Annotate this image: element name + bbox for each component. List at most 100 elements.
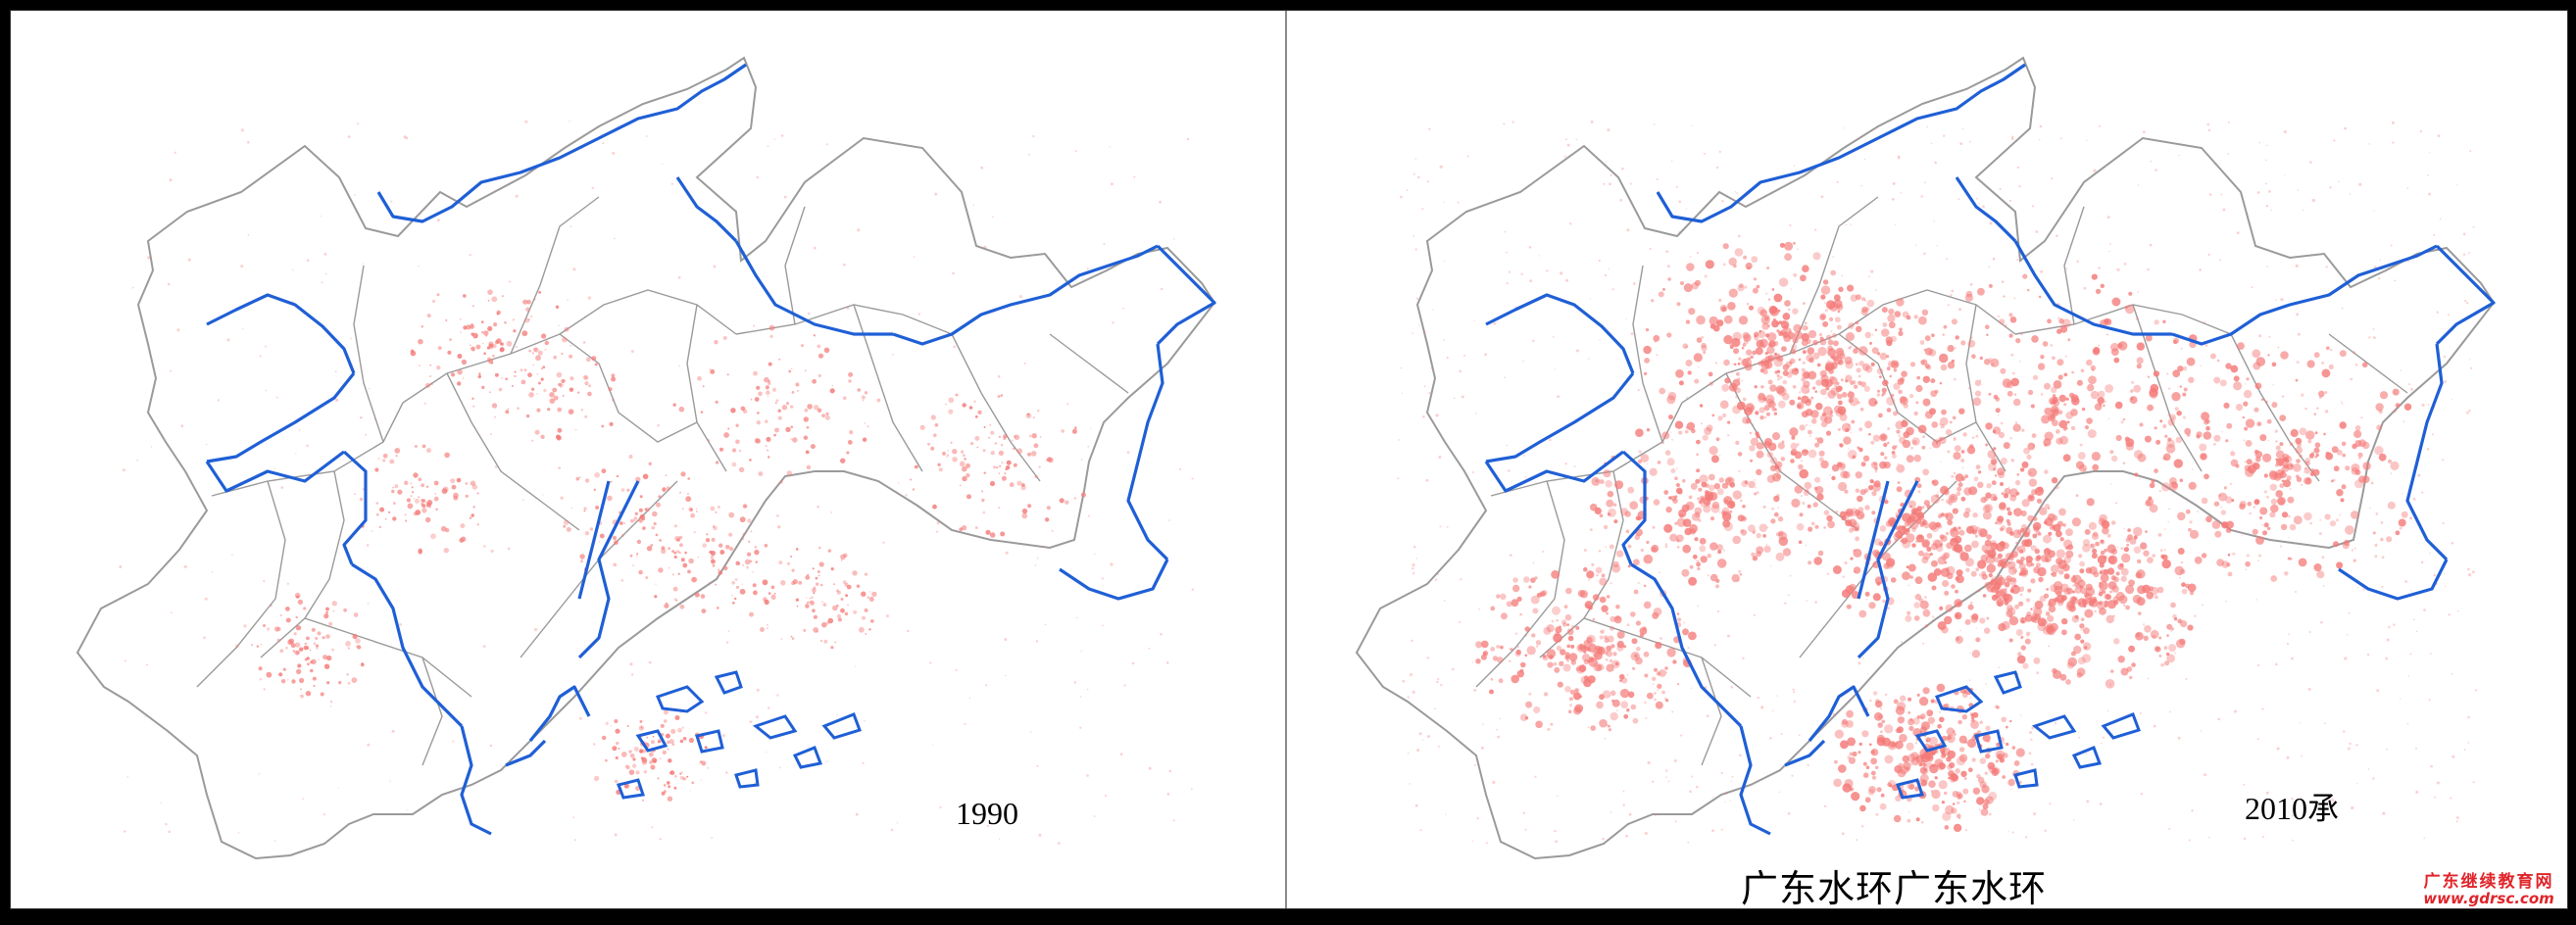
urban-patch — [1856, 325, 1862, 332]
urban-patch — [315, 644, 320, 648]
urban-patch — [1476, 817, 1479, 820]
urban-patch — [620, 534, 624, 537]
urban-patch — [1986, 616, 1990, 620]
urban-patch — [418, 338, 423, 345]
urban-patch — [2223, 486, 2227, 490]
urban-patch — [1723, 496, 1733, 506]
urban-patch — [2451, 672, 2453, 675]
urban-patch — [1524, 828, 1527, 831]
urban-patch — [1913, 602, 1920, 609]
urban-patch — [1902, 571, 1910, 580]
urban-patch — [1013, 434, 1017, 439]
urban-patch — [786, 402, 789, 405]
year-label-1990: 1990 — [956, 796, 1018, 831]
urban-patch — [2421, 491, 2424, 494]
urban-patch — [722, 336, 727, 340]
urban-patch — [579, 476, 581, 479]
urban-patch — [1802, 302, 1806, 305]
urban-patch — [687, 477, 690, 480]
urban-patch — [1492, 780, 1496, 785]
urban-patch — [2105, 333, 2109, 336]
urban-patch — [2175, 639, 2186, 649]
urban-patch — [394, 484, 399, 489]
urban-patch — [763, 597, 768, 602]
urban-patch — [2161, 482, 2171, 492]
urban-patch — [594, 775, 600, 782]
coastline — [1857, 480, 1890, 600]
panel-divider — [1285, 11, 1287, 908]
urban-patch — [390, 200, 393, 203]
urban-patch — [444, 452, 450, 459]
urban-patch — [1463, 354, 1465, 357]
urban-patch — [1970, 720, 1979, 729]
urban-patch — [1953, 436, 1957, 440]
urban-patch — [710, 555, 715, 560]
urban-patch — [1929, 447, 1931, 450]
urban-patch — [2455, 816, 2459, 819]
urban-patch — [2266, 144, 2268, 147]
urban-patch — [817, 570, 820, 573]
urban-patch — [1932, 479, 1939, 487]
urban-patch — [1088, 514, 1090, 517]
urban-patch — [2263, 473, 2268, 478]
urban-patch — [1655, 813, 1658, 816]
urban-patch — [663, 719, 668, 723]
urban-patch — [1953, 452, 1961, 461]
urban-patch — [2402, 493, 2403, 495]
urban-patch — [653, 521, 657, 526]
urban-patch — [1763, 545, 1771, 554]
urban-patch — [1694, 279, 1702, 286]
urban-patch — [946, 455, 949, 458]
urban-patch — [1957, 540, 1959, 544]
urban-patch — [2100, 283, 2105, 288]
urban-patch — [1910, 752, 1919, 760]
urban-patch — [2270, 209, 2272, 211]
urban-patch — [2021, 461, 2029, 468]
urban-patch — [1645, 716, 1648, 719]
urban-patch — [2080, 368, 2085, 373]
urban-patch — [1965, 558, 1974, 567]
urban-patch — [1567, 709, 1572, 714]
urban-patch — [1005, 674, 1007, 677]
urban-patch — [795, 598, 800, 602]
coastline — [505, 739, 547, 767]
urban-patch — [876, 398, 881, 403]
urban-patch — [450, 372, 456, 377]
urban-patch — [1045, 459, 1049, 462]
urban-patch — [1778, 530, 1784, 537]
urban-patch — [1754, 335, 1759, 341]
urban-patch — [1627, 544, 1632, 549]
urban-patch — [1886, 366, 1891, 371]
urban-patch — [1801, 370, 1810, 380]
urban-patch — [2153, 724, 2156, 728]
urban-patch — [2004, 593, 2013, 604]
urban-patch — [124, 659, 126, 662]
urban-patch — [485, 334, 488, 337]
urban-patch — [1861, 363, 1870, 371]
urban-patch — [2120, 567, 2129, 576]
urban-patch — [1700, 556, 1708, 563]
urban-patch — [2086, 139, 2088, 141]
urban-patch — [1858, 609, 1867, 618]
urban-patch — [657, 423, 660, 427]
urban-patch — [653, 759, 657, 763]
urban-patch — [1731, 775, 1734, 778]
urban-patch — [790, 438, 793, 441]
urban-patch — [2012, 398, 2021, 407]
urban-patch — [1508, 270, 1511, 273]
urban-patch — [2368, 143, 2371, 145]
urban-patch — [1609, 182, 1611, 186]
urban-patch — [1907, 711, 1911, 714]
urban-patch — [2041, 414, 2051, 424]
urban-patch — [295, 453, 297, 455]
urban-patch — [168, 830, 172, 834]
urban-patch — [691, 781, 695, 785]
urban-patch — [1734, 248, 1744, 257]
urban-patch — [1886, 408, 1892, 413]
urban-patch — [2002, 546, 2004, 548]
urban-patch — [2100, 550, 2105, 556]
urban-patch — [1028, 434, 1032, 438]
urban-patch — [1980, 808, 1989, 816]
urban-patch — [2304, 407, 2307, 411]
urban-patch — [1610, 615, 1616, 622]
